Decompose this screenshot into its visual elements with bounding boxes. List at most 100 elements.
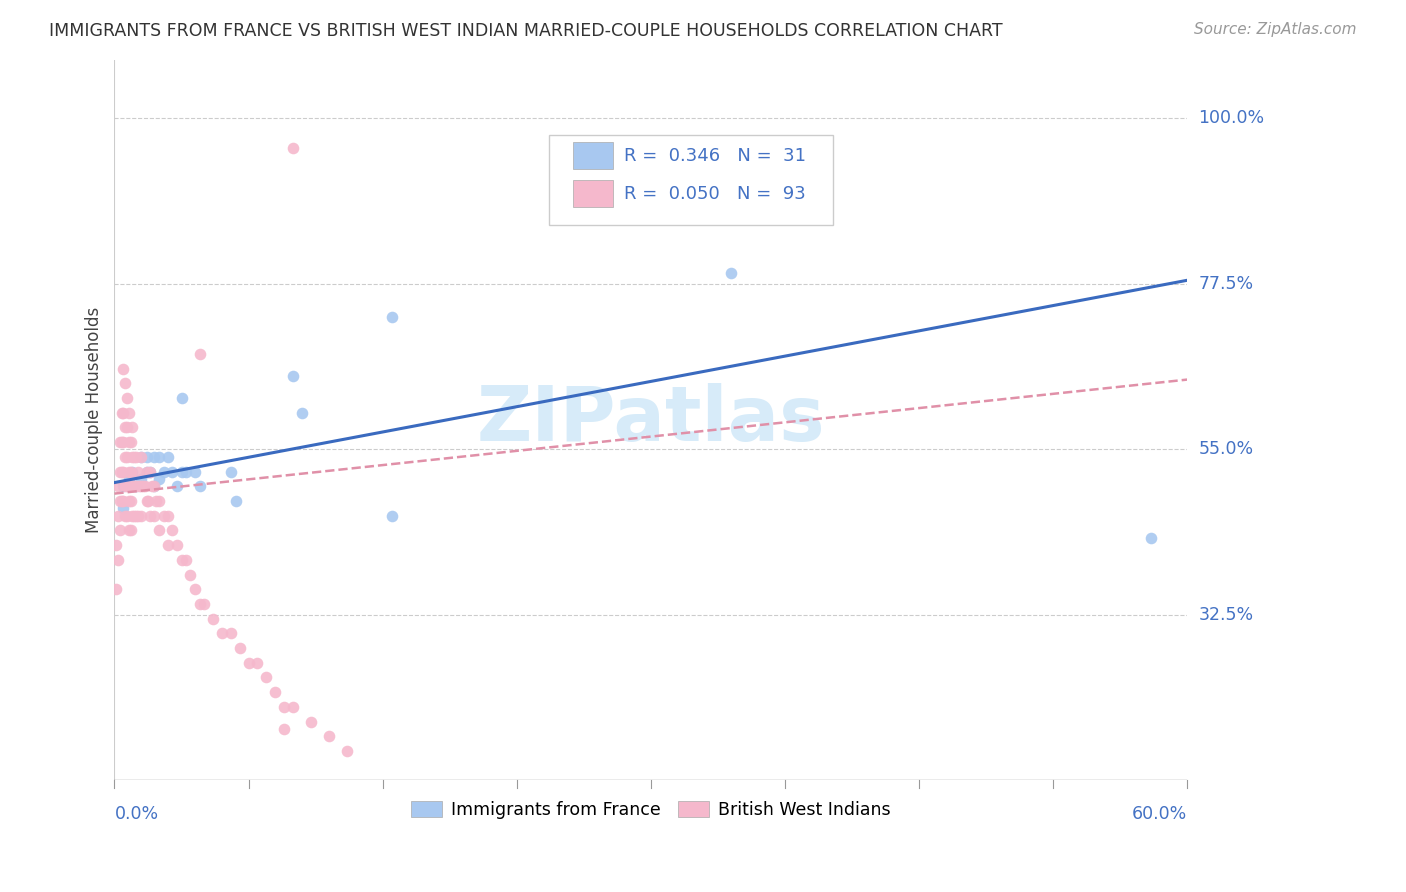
Point xyxy=(184,465,207,479)
Point xyxy=(160,524,183,538)
Point xyxy=(148,494,170,508)
Point xyxy=(110,494,132,508)
Point xyxy=(166,479,188,493)
Point xyxy=(179,567,201,582)
Point xyxy=(114,479,136,493)
Point xyxy=(174,465,197,479)
Point xyxy=(720,266,742,280)
Point xyxy=(228,641,250,656)
Point xyxy=(114,508,136,523)
Point xyxy=(193,597,215,611)
Point xyxy=(112,494,135,508)
Point xyxy=(115,508,138,523)
Point xyxy=(115,479,138,493)
Point xyxy=(122,450,145,464)
Point xyxy=(299,714,322,729)
Point xyxy=(121,479,143,493)
Point xyxy=(273,700,295,714)
Point xyxy=(134,479,156,493)
Point xyxy=(112,361,135,376)
Point xyxy=(118,524,141,538)
Point xyxy=(142,508,165,523)
Text: Source: ZipAtlas.com: Source: ZipAtlas.com xyxy=(1194,22,1357,37)
Point xyxy=(121,508,143,523)
Legend: Immigrants from France, British West Indians: Immigrants from France, British West Ind… xyxy=(404,794,897,826)
Point xyxy=(172,553,194,567)
Point xyxy=(318,729,340,743)
Point xyxy=(112,465,135,479)
Point xyxy=(157,538,180,552)
Point xyxy=(115,450,138,464)
Point xyxy=(108,524,131,538)
Point xyxy=(135,494,157,508)
Point xyxy=(166,538,188,552)
Point xyxy=(238,656,260,670)
Point xyxy=(110,435,132,450)
Point xyxy=(172,465,194,479)
Text: 32.5%: 32.5% xyxy=(1198,606,1254,624)
Point xyxy=(128,479,150,493)
Point xyxy=(336,744,359,758)
Point xyxy=(129,508,152,523)
Point xyxy=(142,479,165,493)
Point xyxy=(120,465,142,479)
Point xyxy=(138,494,160,508)
Point xyxy=(108,435,131,450)
Point xyxy=(148,524,170,538)
FancyBboxPatch shape xyxy=(572,180,613,207)
Y-axis label: Married-couple Households: Married-couple Households xyxy=(86,307,103,533)
Point xyxy=(129,450,152,464)
Point xyxy=(125,450,148,464)
Point xyxy=(122,508,145,523)
Point xyxy=(115,420,138,434)
Point xyxy=(145,494,167,508)
Point xyxy=(107,508,129,523)
Point xyxy=(114,376,136,391)
Point xyxy=(139,465,162,479)
Point xyxy=(142,479,165,493)
Point xyxy=(121,465,143,479)
Text: 0.0%: 0.0% xyxy=(114,805,159,823)
Point xyxy=(120,494,142,508)
Point xyxy=(153,465,176,479)
Point xyxy=(201,612,224,626)
FancyBboxPatch shape xyxy=(572,142,613,169)
Point xyxy=(135,450,157,464)
Point xyxy=(105,582,128,597)
Point xyxy=(110,465,132,479)
Point xyxy=(141,479,163,493)
Point xyxy=(120,435,142,450)
Text: 55.0%: 55.0% xyxy=(1198,441,1254,458)
Point xyxy=(114,450,136,464)
Point xyxy=(188,479,211,493)
Point xyxy=(380,310,402,324)
Point xyxy=(273,722,295,736)
Point xyxy=(157,508,180,523)
Point xyxy=(1140,531,1163,545)
Text: 60.0%: 60.0% xyxy=(1132,805,1187,823)
Text: R =  0.346   N =  31: R = 0.346 N = 31 xyxy=(624,147,806,165)
Point xyxy=(225,494,247,508)
Point xyxy=(246,656,269,670)
Point xyxy=(114,420,136,434)
Point xyxy=(121,420,143,434)
Point xyxy=(107,553,129,567)
Point xyxy=(153,508,176,523)
Point xyxy=(115,391,138,405)
Point xyxy=(211,626,233,640)
Point xyxy=(129,450,152,464)
Point xyxy=(157,450,180,464)
Point xyxy=(118,435,141,450)
Point xyxy=(132,479,155,493)
Point xyxy=(127,465,149,479)
Point xyxy=(112,435,135,450)
Point xyxy=(160,465,183,479)
Point xyxy=(118,406,141,420)
Point xyxy=(125,508,148,523)
Point xyxy=(254,671,277,685)
Point xyxy=(120,524,142,538)
Point xyxy=(135,465,157,479)
Point xyxy=(142,450,165,464)
Point xyxy=(105,538,128,552)
Point xyxy=(112,501,135,516)
